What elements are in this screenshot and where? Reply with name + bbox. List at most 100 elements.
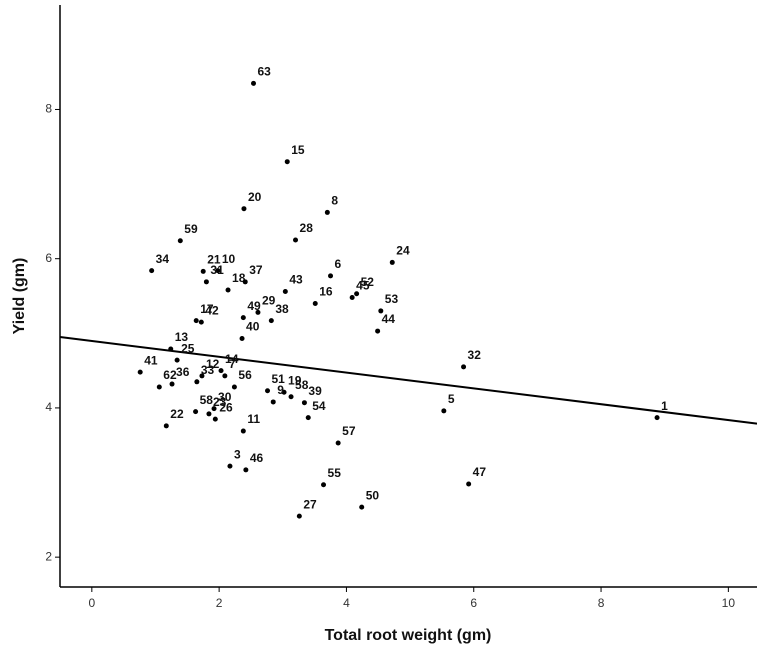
point xyxy=(198,319,204,325)
point-label: 41 xyxy=(144,353,158,367)
fit-line xyxy=(59,336,757,425)
point xyxy=(168,346,174,352)
point xyxy=(288,394,294,400)
point-label: 30 xyxy=(218,390,232,404)
x-tick-label: 10 xyxy=(722,596,736,610)
point xyxy=(242,279,248,285)
point-label: 13 xyxy=(175,330,189,344)
point-label: 52 xyxy=(361,275,375,289)
point-label: 5 xyxy=(448,392,455,406)
point-label: 32 xyxy=(468,348,482,362)
point xyxy=(296,513,302,519)
point xyxy=(466,481,472,487)
point xyxy=(389,259,395,265)
point xyxy=(293,237,299,243)
point xyxy=(354,291,360,297)
point-label: 31 xyxy=(210,263,224,277)
point xyxy=(321,482,327,488)
point-label: 21 xyxy=(207,253,221,267)
point-label: 29 xyxy=(262,294,276,308)
point-label: 58 xyxy=(200,393,214,407)
point xyxy=(194,379,200,385)
point xyxy=(222,373,228,379)
point-label: 50 xyxy=(366,488,380,502)
point xyxy=(378,308,384,314)
point-label: 59 xyxy=(184,222,198,236)
point-label: 38 xyxy=(275,302,289,316)
x-tick-label: 2 xyxy=(216,596,223,610)
point-label: 11 xyxy=(247,412,260,426)
point xyxy=(212,416,218,422)
point-label: 27 xyxy=(303,497,317,511)
point-label: 40 xyxy=(246,320,260,334)
point-label: 19 xyxy=(288,373,302,387)
point xyxy=(137,369,143,375)
point xyxy=(324,209,330,215)
point xyxy=(227,463,233,469)
point xyxy=(255,309,261,315)
point-label: 37 xyxy=(249,263,263,277)
point xyxy=(193,409,199,415)
point xyxy=(270,399,276,405)
point-label: 62 xyxy=(163,368,177,382)
y-tick-label: 4 xyxy=(45,400,52,414)
point xyxy=(284,159,290,165)
point-label: 57 xyxy=(342,424,356,438)
point-label: 51 xyxy=(272,372,286,386)
point xyxy=(281,389,287,395)
point xyxy=(231,384,237,390)
point-label: 42 xyxy=(205,303,219,317)
point xyxy=(301,400,307,406)
point xyxy=(156,384,162,390)
point xyxy=(441,408,447,414)
point xyxy=(174,357,180,363)
point xyxy=(218,368,224,374)
point-label: 54 xyxy=(312,399,326,413)
point xyxy=(251,80,257,86)
point-label: 22 xyxy=(170,407,184,421)
point xyxy=(349,294,355,300)
point-label: 34 xyxy=(156,252,170,266)
point-label: 16 xyxy=(319,285,333,299)
point-label: 63 xyxy=(258,65,272,79)
point xyxy=(211,406,217,412)
point xyxy=(240,315,246,321)
point-label: 36 xyxy=(176,365,190,379)
point-label: 49 xyxy=(247,299,261,313)
point-label: 7 xyxy=(229,357,236,371)
point xyxy=(265,388,271,394)
point-label: 24 xyxy=(396,244,410,258)
point xyxy=(654,415,660,421)
point-label: 43 xyxy=(289,273,303,287)
point xyxy=(169,381,175,387)
point xyxy=(149,268,155,274)
point xyxy=(206,411,212,417)
point-label: 3 xyxy=(234,447,241,461)
y-tick-label: 6 xyxy=(45,251,52,265)
point xyxy=(163,423,169,429)
point-label: 14 xyxy=(225,352,239,366)
point-label: 10 xyxy=(222,252,236,266)
point-label: 25 xyxy=(181,341,195,355)
point-label: 53 xyxy=(385,292,399,306)
x-tick-label: 8 xyxy=(598,596,605,610)
point-label: 12 xyxy=(206,357,220,371)
point xyxy=(375,328,381,334)
point-label: 46 xyxy=(250,451,264,465)
point-label: 6 xyxy=(335,257,342,271)
point-label: 15 xyxy=(291,143,305,157)
point-label: 23 xyxy=(213,395,227,409)
y-axis-title: Yield (gm) xyxy=(11,258,28,335)
point-label: 45 xyxy=(356,279,370,293)
point xyxy=(305,415,311,421)
point-label: 55 xyxy=(328,466,342,480)
x-tick-label: 4 xyxy=(343,596,350,610)
point-label: 47 xyxy=(473,465,487,479)
point-label: 20 xyxy=(248,190,262,204)
point xyxy=(239,336,245,342)
point xyxy=(240,428,246,434)
point xyxy=(268,318,274,324)
point-label: 18 xyxy=(232,271,246,285)
point xyxy=(282,289,288,295)
